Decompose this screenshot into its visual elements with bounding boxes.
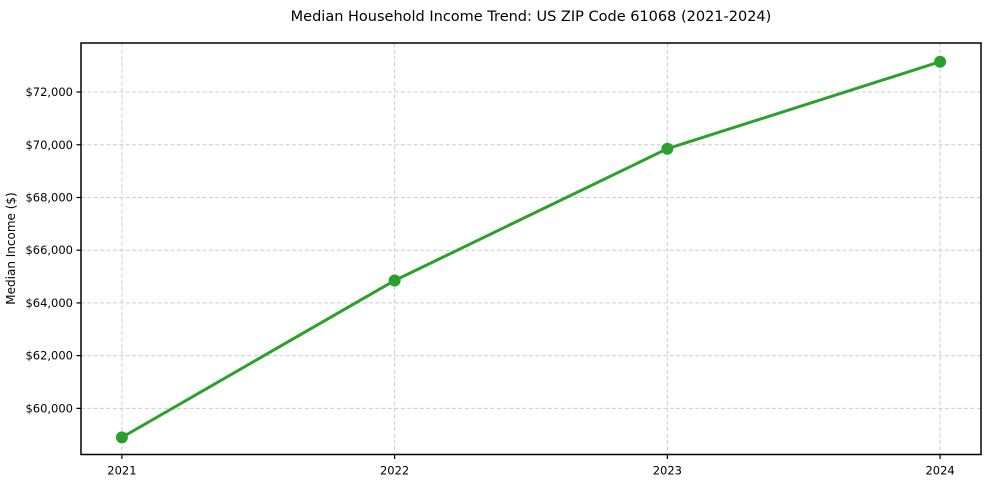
y-tick-label: $66,000 <box>25 243 73 257</box>
data-point-2024 <box>934 55 947 68</box>
data-point-2022 <box>388 274 401 287</box>
y-tick-label: $68,000 <box>25 190 73 204</box>
data-point-2023 <box>661 142 674 155</box>
x-tick-label: 2023 <box>653 464 682 478</box>
y-tick-label: $60,000 <box>25 401 73 415</box>
x-tick-label: 2024 <box>925 464 954 478</box>
income-trend-line <box>120 60 942 439</box>
y-tick-label: $62,000 <box>25 349 73 363</box>
chart-title: Median Household Income Trend: US ZIP Co… <box>291 9 772 25</box>
plot-border <box>80 42 982 456</box>
y-tick-label: $70,000 <box>25 138 73 152</box>
data-point-2021 <box>115 431 128 444</box>
x-tick-label: 2022 <box>380 464 409 478</box>
x-tick-label: 2021 <box>107 464 136 478</box>
plot-area: $60,000 $62,000 $64,000 $66,000 $68,000 $70,0… <box>25 42 982 478</box>
y-tick-label: $64,000 <box>25 296 73 310</box>
y-axis-label: Median Income ($) <box>4 192 18 304</box>
y-tick-label: $72,000 <box>25 85 73 99</box>
